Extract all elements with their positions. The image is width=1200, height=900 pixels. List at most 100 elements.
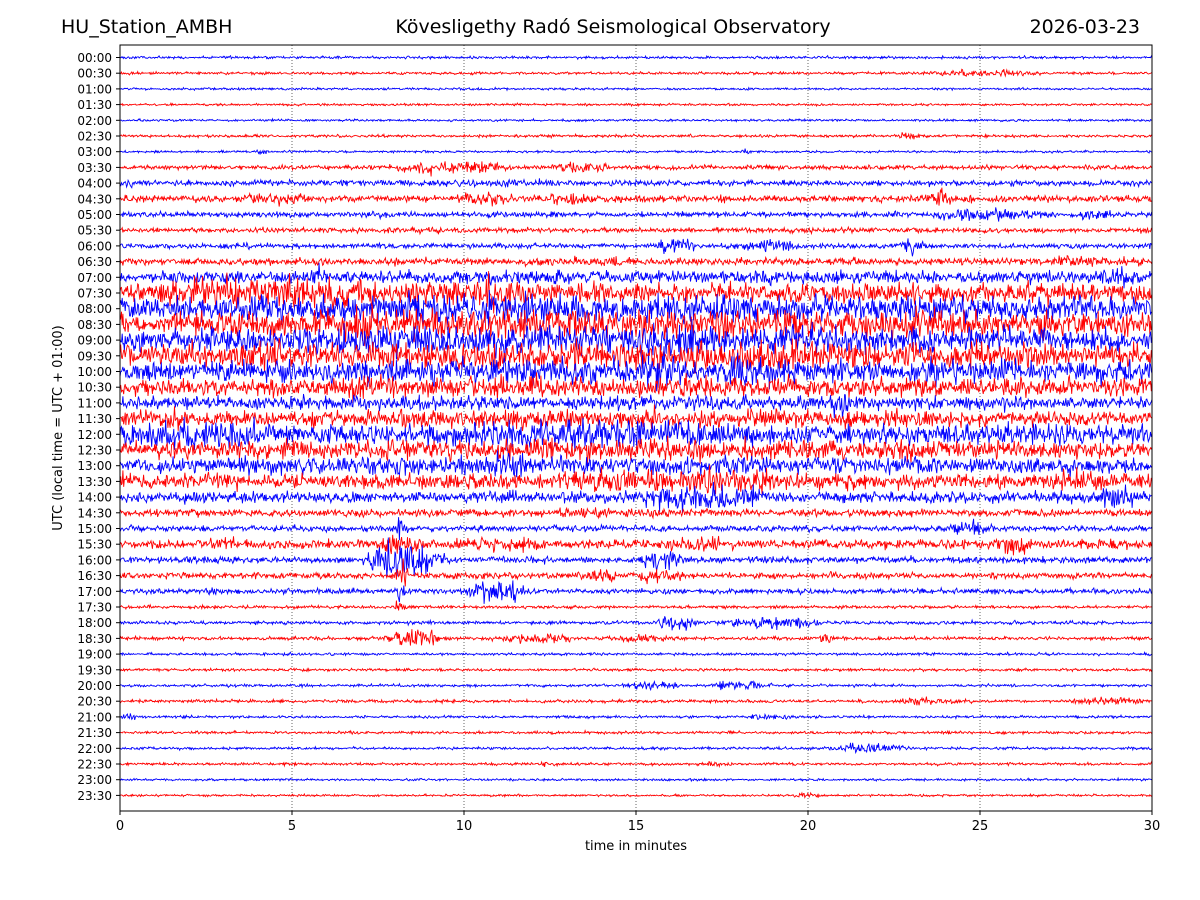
trace-16:00 [120,537,1152,577]
y-tick-label: 20:00 [77,679,112,693]
y-tick-label: 10:30 [77,381,112,395]
trace-06:00 [120,238,1152,257]
y-tick-label: 10:00 [77,365,112,379]
trace-12:00 [120,416,1152,452]
x-tick-label-25: 25 [972,819,989,834]
trace-12:30 [120,435,1152,466]
trace-00:00 [120,54,1152,61]
trace-19:00 [120,651,1152,658]
trace-15:30 [120,534,1152,556]
trace-07:30 [120,271,1152,314]
y-tick-label: 03:00 [77,145,112,159]
y-tick-label: 21:00 [77,710,112,724]
y-tick-label: 12:30 [77,444,112,458]
y-tick-label: 15:30 [77,538,112,552]
y-tick-label: 13:30 [77,475,112,489]
trace-14:00 [120,481,1152,513]
trace-19:30 [120,667,1152,673]
trace-18:00 [120,616,1152,631]
y-tick-label: 20:30 [77,695,112,709]
trace-04:30 [120,187,1152,207]
y-tick-label: 07:30 [77,287,112,301]
trace-22:00 [120,742,1152,755]
trace-03:30 [120,161,1152,177]
station-name: HU_Station_AMBH [61,16,233,38]
y-tick-label: 06:00 [77,239,112,253]
trace-00:30 [120,68,1152,78]
trace-09:00 [120,318,1152,365]
y-tick-label: 12:00 [77,428,112,442]
trace-21:30 [120,729,1152,736]
y-tick-label: 04:30 [77,192,112,206]
y-tick-label: 05:30 [77,224,112,238]
trace-15:00 [120,517,1152,541]
trace-02:30 [120,132,1152,140]
trace-11:30 [120,404,1152,432]
trace-21:00 [120,712,1152,721]
x-tick-label-20: 20 [800,819,817,834]
y-tick-label: 09:30 [77,349,112,363]
trace-01:00 [120,86,1152,92]
trace-03:00 [120,148,1152,155]
y-tick-label: 19:00 [77,648,112,662]
x-tick-label-0: 0 [116,819,124,834]
trace-04:00 [120,178,1152,189]
y-tick-label: 11:00 [77,396,112,410]
plot-area-background [120,45,1152,811]
y-tick-label: 00:30 [77,67,112,81]
y-tick-label: 06:30 [77,255,112,269]
y-tick-label: 23:00 [77,773,112,787]
y-tick-label: 03:30 [77,161,112,175]
y-axis-label: UTC (local time = UTC + 01:00) [51,325,66,530]
chart-date: 2026-03-23 [1029,16,1140,38]
trace-17:00 [120,580,1152,604]
y-tick-label: 18:30 [77,632,112,646]
trace-06:30 [120,254,1152,268]
trace-10:00 [120,346,1152,392]
y-tick-label: 07:00 [77,271,112,285]
y-tick-label: 22:00 [77,742,112,756]
trace-20:00 [120,680,1152,692]
trace-02:00 [120,117,1152,123]
trace-23:00 [120,776,1152,783]
trace-14:30 [120,506,1152,520]
trace-13:30 [120,465,1152,495]
x-axis-label: time in minutes [585,839,687,854]
trace-16:30 [120,558,1152,587]
y-tick-label: 16:30 [77,569,112,583]
trace-17:30 [120,600,1152,611]
y-tick-label: 01:00 [77,82,112,96]
trace-11:00 [120,393,1152,419]
y-tick-label: 09:00 [77,334,112,348]
y-tick-label: 14:30 [77,506,112,520]
trace-18:30 [120,629,1152,646]
y-tick-label: 21:30 [77,726,112,740]
trace-07:00 [120,262,1152,289]
x-axis: 0 5 10 15 20 25 30 [116,811,1160,834]
y-tick-label: 16:00 [77,553,112,567]
x-tick-label-5: 5 [288,819,296,834]
trace-01:30 [120,101,1152,108]
y-tick-label: 17:00 [77,585,112,599]
y-tick-label: 02:30 [77,130,112,144]
x-tick-label-30: 30 [1144,819,1161,834]
x-tick-label-15: 15 [628,819,645,834]
y-tick-label: 04:00 [77,177,112,191]
trace-05:00 [120,207,1152,222]
trace-23:30 [120,791,1152,799]
y-tick-label: 05:00 [77,208,112,222]
trace-layer [120,54,1152,799]
y-tick-label: 08:00 [77,302,112,316]
x-tick-label-10: 10 [456,819,473,834]
trace-22:30 [120,760,1152,769]
trace-08:00 [120,289,1152,329]
y-tick-label: 17:30 [77,601,112,615]
trace-09:30 [120,338,1152,374]
trace-20:30 [120,696,1152,706]
trace-08:30 [120,304,1152,347]
trace-13:00 [120,450,1152,478]
y-tick-label: 08:30 [77,318,112,332]
y-tick-label: 00:00 [77,51,112,65]
